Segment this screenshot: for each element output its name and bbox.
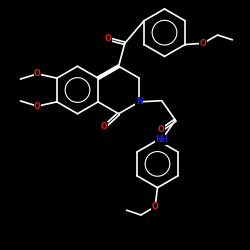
Text: O: O <box>101 122 108 131</box>
Text: O: O <box>34 69 41 78</box>
Text: N: N <box>136 97 142 106</box>
Text: O: O <box>200 39 206 48</box>
Text: O: O <box>158 126 165 134</box>
Text: O: O <box>34 102 41 111</box>
Text: O: O <box>105 34 112 43</box>
Text: O: O <box>152 202 158 211</box>
Text: NH: NH <box>155 135 168 144</box>
